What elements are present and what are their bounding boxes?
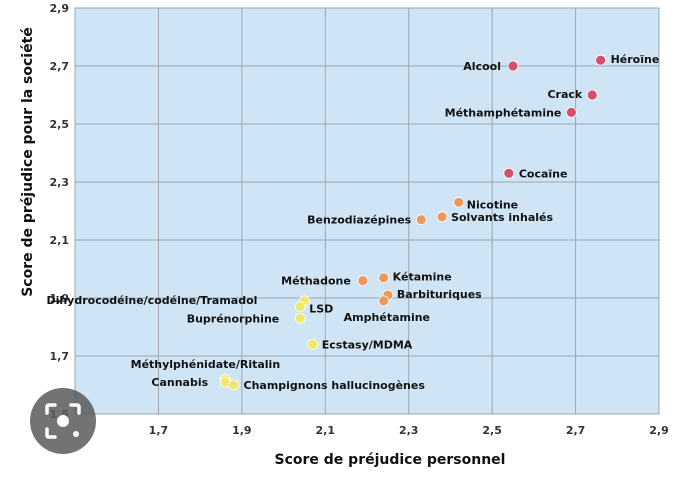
- point-label: Cannabis: [151, 376, 208, 389]
- data-point: [566, 107, 577, 118]
- x-tick-label: 1,9: [232, 424, 252, 437]
- x-tick-label: 1,7: [149, 424, 169, 437]
- point-label: Dihydrocodéine/codéine/Tramadol: [46, 294, 257, 307]
- data-point: [453, 196, 465, 208]
- y-tick-label: 1,9: [50, 292, 70, 305]
- y-tick-label: 2,7: [50, 60, 70, 73]
- point-label: Méthadone: [281, 275, 351, 288]
- y-tick-label: 2,5: [50, 118, 70, 131]
- lens-search-button[interactable]: [30, 388, 96, 454]
- point-label: Nicotine: [467, 198, 518, 211]
- y-tick-label: 2,9: [50, 2, 70, 15]
- x-tick-label: 2,1: [316, 424, 336, 437]
- point-label: Ecstasy/MDMA: [322, 338, 413, 351]
- data-point: [436, 211, 448, 223]
- point-label: Méthamphétamine: [445, 106, 562, 119]
- data-point: [294, 301, 306, 313]
- point-label: Crack: [547, 88, 582, 101]
- data-point: [307, 338, 319, 350]
- point-label: Champignons hallucinogènes: [244, 379, 426, 392]
- data-point: [294, 312, 306, 324]
- y-tick-label: 1,7: [50, 350, 70, 363]
- data-point: [357, 275, 369, 287]
- point-label: Alcool: [463, 60, 501, 73]
- x-tick-label: 2,5: [482, 424, 502, 437]
- y-tick-labels: 1,51,71,92,12,32,52,72,9: [50, 2, 70, 421]
- x-tick-label: 2,9: [649, 424, 669, 437]
- x-tick-label: 2,3: [399, 424, 419, 437]
- point-label: Solvants inhalés: [451, 211, 553, 224]
- data-point: [586, 89, 598, 101]
- data-point: [378, 272, 390, 284]
- data-points: [219, 54, 606, 391]
- point-label: Kétamine: [393, 271, 452, 284]
- grid-lines: [75, 7, 660, 415]
- y-tick-label: 2,1: [50, 234, 70, 247]
- data-point: [507, 60, 519, 72]
- point-label: Amphétamine: [344, 311, 430, 324]
- data-point: [595, 54, 606, 66]
- point-label: Benzodiazépines: [307, 214, 412, 227]
- point-label: Buprénorphine: [187, 312, 280, 325]
- x-tick-label: 2,7: [566, 424, 586, 437]
- x-axis-title: Score de préjudice personnel: [275, 452, 506, 468]
- point-label: Cocaïne: [519, 167, 568, 180]
- point-label: LSD: [309, 303, 333, 316]
- y-axis-title: Score de préjudice pour la société: [20, 27, 36, 297]
- point-label: Méthylphénidate/Ritalin: [131, 358, 281, 371]
- point-labels: Héroïne Alcool Crack Méthamphétamine Cocaïne…: [46, 53, 659, 392]
- point-label: Barbituriques: [397, 288, 482, 301]
- data-point: [415, 214, 427, 226]
- point-label: Héroïne: [611, 53, 660, 66]
- data-point: [378, 295, 390, 307]
- x-tick-labels: 1,7 1,9 2,1 2,3 2,5 2,7 2,9: [149, 424, 669, 437]
- y-tick-label: 2,3: [50, 176, 70, 189]
- plot-area: [74, 7, 660, 415]
- data-point: [503, 167, 515, 179]
- image-search-icon: [45, 403, 81, 439]
- data-point: [228, 379, 239, 391]
